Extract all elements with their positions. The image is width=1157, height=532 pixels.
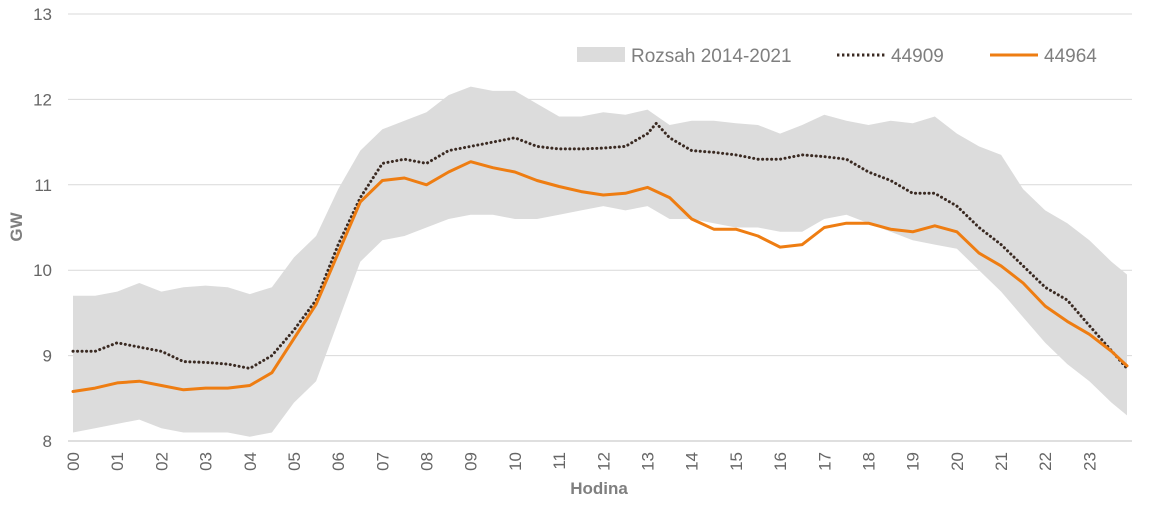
x-tick-label: 15 bbox=[727, 452, 746, 471]
y-tick-label: 11 bbox=[34, 176, 52, 195]
x-axis-title: Hodina bbox=[570, 479, 628, 498]
series-layer bbox=[71, 121, 1129, 393]
x-tick-label: 19 bbox=[904, 452, 923, 471]
x-tick-label: 09 bbox=[462, 452, 481, 471]
x-tick-label: 23 bbox=[1080, 452, 1099, 471]
x-tick-label: 00 bbox=[64, 452, 83, 471]
x-tick-label: 06 bbox=[329, 452, 348, 471]
range-band bbox=[73, 86, 1127, 437]
x-tick-label: 17 bbox=[815, 452, 834, 471]
series-line-44964 bbox=[71, 160, 1129, 393]
x-tick-label: 04 bbox=[241, 452, 260, 471]
legend: Rozsah 2014-2021 44909 44964 bbox=[577, 46, 1097, 67]
x-tick-label: 01 bbox=[108, 452, 127, 471]
range-band-layer bbox=[73, 86, 1127, 437]
x-tick-label: 13 bbox=[639, 452, 658, 471]
x-tick-label: 02 bbox=[152, 452, 171, 471]
y-axis: 8 9 10 11 12 13 bbox=[33, 5, 52, 451]
x-tick-label: 18 bbox=[859, 452, 878, 471]
legend-swatch-range bbox=[577, 47, 625, 62]
x-tick-label: 22 bbox=[1036, 452, 1055, 471]
x-axis: 00 01 02 03 04 05 06 07 08 09 10 11 12 13 14 15 16 17 18 19… bbox=[64, 452, 1099, 471]
x-tick-label: 03 bbox=[197, 452, 216, 471]
y-tick-label: 13 bbox=[33, 5, 52, 24]
y-tick-label: 10 bbox=[33, 261, 52, 280]
y-tick-label: 8 bbox=[43, 432, 52, 451]
y-axis-title: GW bbox=[7, 211, 26, 241]
x-tick-label: 12 bbox=[594, 452, 613, 471]
x-tick-label: 08 bbox=[418, 452, 437, 471]
x-tick-label: 20 bbox=[948, 452, 967, 471]
x-tick-label: 16 bbox=[771, 452, 790, 471]
x-tick-label: 14 bbox=[683, 452, 702, 471]
series-line-44909 bbox=[71, 121, 1129, 370]
y-tick-label: 12 bbox=[33, 90, 52, 109]
x-tick-label: 21 bbox=[992, 452, 1011, 471]
legend-label-solid: 44964 bbox=[1044, 46, 1097, 67]
x-tick-label: 05 bbox=[285, 452, 304, 471]
x-tick-label: 10 bbox=[506, 452, 525, 471]
x-tick-label: 11 bbox=[550, 452, 569, 470]
legend-label-dotted: 44909 bbox=[891, 46, 944, 67]
x-tick-label: 07 bbox=[373, 452, 392, 471]
y-tick-label: 9 bbox=[43, 347, 52, 366]
legend-label-range: Rozsah 2014-2021 bbox=[631, 46, 792, 67]
